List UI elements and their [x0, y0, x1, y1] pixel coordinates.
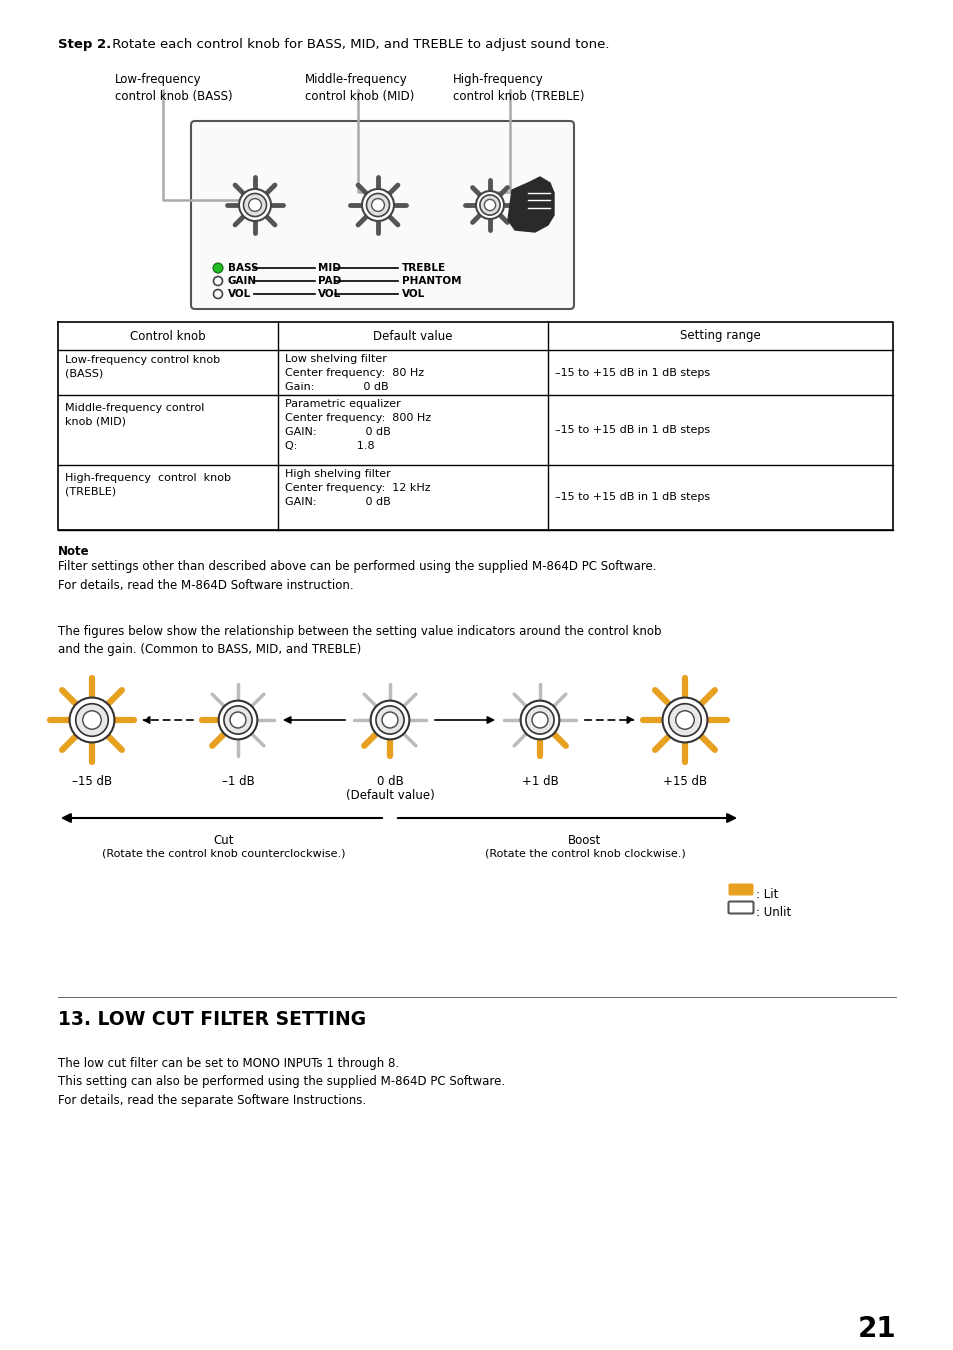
Text: Setting range: Setting range — [679, 329, 760, 343]
Circle shape — [213, 263, 223, 273]
Text: (Rotate the control knob clockwise.): (Rotate the control knob clockwise.) — [484, 848, 684, 859]
Text: –15 dB: –15 dB — [71, 775, 112, 788]
Text: The low cut filter can be set to MONO INPUTs 1 through 8.
This setting can also : The low cut filter can be set to MONO IN… — [58, 1057, 504, 1107]
Text: 21: 21 — [857, 1315, 895, 1343]
Text: (Rotate the control knob counterclockwise.): (Rotate the control knob counterclockwis… — [102, 848, 345, 859]
Circle shape — [361, 189, 394, 221]
Text: 0 dB: 0 dB — [376, 775, 403, 788]
Text: High-frequency  control  knob
(TREBLE): High-frequency control knob (TREBLE) — [65, 472, 231, 497]
Text: Cut: Cut — [213, 834, 234, 846]
Text: +15 dB: +15 dB — [662, 775, 706, 788]
Text: BASS: BASS — [228, 263, 258, 273]
Circle shape — [249, 198, 261, 212]
Circle shape — [75, 703, 109, 736]
Text: : Unlit: : Unlit — [755, 906, 790, 919]
Circle shape — [230, 711, 246, 728]
Text: –1 dB: –1 dB — [221, 775, 254, 788]
Text: GAIN: GAIN — [228, 275, 257, 286]
Text: Middle-frequency control
knob (MID): Middle-frequency control knob (MID) — [65, 404, 204, 427]
Circle shape — [375, 706, 404, 734]
Text: Parametric equalizer: Parametric equalizer — [285, 400, 400, 409]
Text: Rotate each control knob for BASS, MID, and TREBLE to adjust sound tone.: Rotate each control knob for BASS, MID, … — [108, 38, 609, 51]
Text: : Lit: : Lit — [755, 888, 778, 900]
Text: Low-frequency control knob
(BASS): Low-frequency control knob (BASS) — [65, 355, 220, 379]
Text: High-frequency
control knob (TREBLE): High-frequency control knob (TREBLE) — [453, 73, 584, 103]
FancyBboxPatch shape — [728, 883, 753, 895]
Circle shape — [381, 711, 397, 728]
Text: GAIN:              0 dB: GAIN: 0 dB — [285, 427, 391, 437]
Circle shape — [366, 193, 389, 216]
Circle shape — [83, 710, 101, 729]
Text: 13. LOW CUT FILTER SETTING: 13. LOW CUT FILTER SETTING — [58, 1010, 366, 1029]
Text: Center frequency:  12 kHz: Center frequency: 12 kHz — [285, 483, 430, 493]
Text: TREBLE: TREBLE — [401, 263, 446, 273]
Text: +1 dB: +1 dB — [521, 775, 558, 788]
Text: VOL: VOL — [401, 289, 425, 298]
Circle shape — [675, 710, 694, 729]
Circle shape — [668, 703, 700, 736]
Text: VOL: VOL — [317, 289, 341, 298]
Text: PHANTOM: PHANTOM — [401, 275, 461, 286]
FancyBboxPatch shape — [191, 122, 574, 309]
Circle shape — [372, 198, 384, 212]
Circle shape — [218, 701, 257, 740]
Text: VOL: VOL — [228, 289, 251, 298]
Text: Middle-frequency
control knob (MID): Middle-frequency control knob (MID) — [305, 73, 414, 103]
Circle shape — [70, 698, 114, 743]
Circle shape — [484, 200, 495, 211]
Text: Low shelving filter: Low shelving filter — [285, 354, 387, 364]
Text: Note: Note — [58, 545, 90, 558]
Text: –15 to +15 dB in 1 dB steps: –15 to +15 dB in 1 dB steps — [555, 425, 709, 435]
Text: GAIN:              0 dB: GAIN: 0 dB — [285, 497, 391, 508]
Circle shape — [525, 706, 554, 734]
Circle shape — [662, 698, 707, 743]
Circle shape — [479, 194, 499, 215]
Text: PAD: PAD — [317, 275, 341, 286]
Text: MID: MID — [317, 263, 340, 273]
Circle shape — [532, 711, 547, 728]
Text: The figures below show the relationship between the setting value indicators aro: The figures below show the relationship … — [58, 625, 660, 656]
Text: –15 to +15 dB in 1 dB steps: –15 to +15 dB in 1 dB steps — [555, 367, 709, 378]
Text: –15 to +15 dB in 1 dB steps: –15 to +15 dB in 1 dB steps — [555, 493, 709, 502]
FancyBboxPatch shape — [728, 902, 753, 914]
Text: Center frequency:  80 Hz: Center frequency: 80 Hz — [285, 369, 424, 378]
Text: Control knob: Control knob — [130, 329, 206, 343]
Text: Step 2.: Step 2. — [58, 38, 112, 51]
Circle shape — [239, 189, 271, 221]
Polygon shape — [507, 177, 554, 232]
Text: Center frequency:  800 Hz: Center frequency: 800 Hz — [285, 413, 431, 423]
Text: Low-frequency
control knob (BASS): Low-frequency control knob (BASS) — [115, 73, 233, 103]
Circle shape — [224, 706, 252, 734]
Text: Gain:              0 dB: Gain: 0 dB — [285, 382, 388, 391]
Text: Q:                 1.8: Q: 1.8 — [285, 441, 375, 451]
Text: Filter settings other than described above can be performed using the supplied M: Filter settings other than described abo… — [58, 560, 656, 591]
Circle shape — [520, 701, 558, 740]
Text: High shelving filter: High shelving filter — [285, 468, 391, 479]
Circle shape — [476, 190, 503, 219]
Text: Boost: Boost — [568, 834, 601, 846]
Circle shape — [243, 193, 266, 216]
Text: (Default value): (Default value) — [345, 788, 434, 802]
Circle shape — [370, 701, 409, 740]
Text: Default value: Default value — [373, 329, 453, 343]
